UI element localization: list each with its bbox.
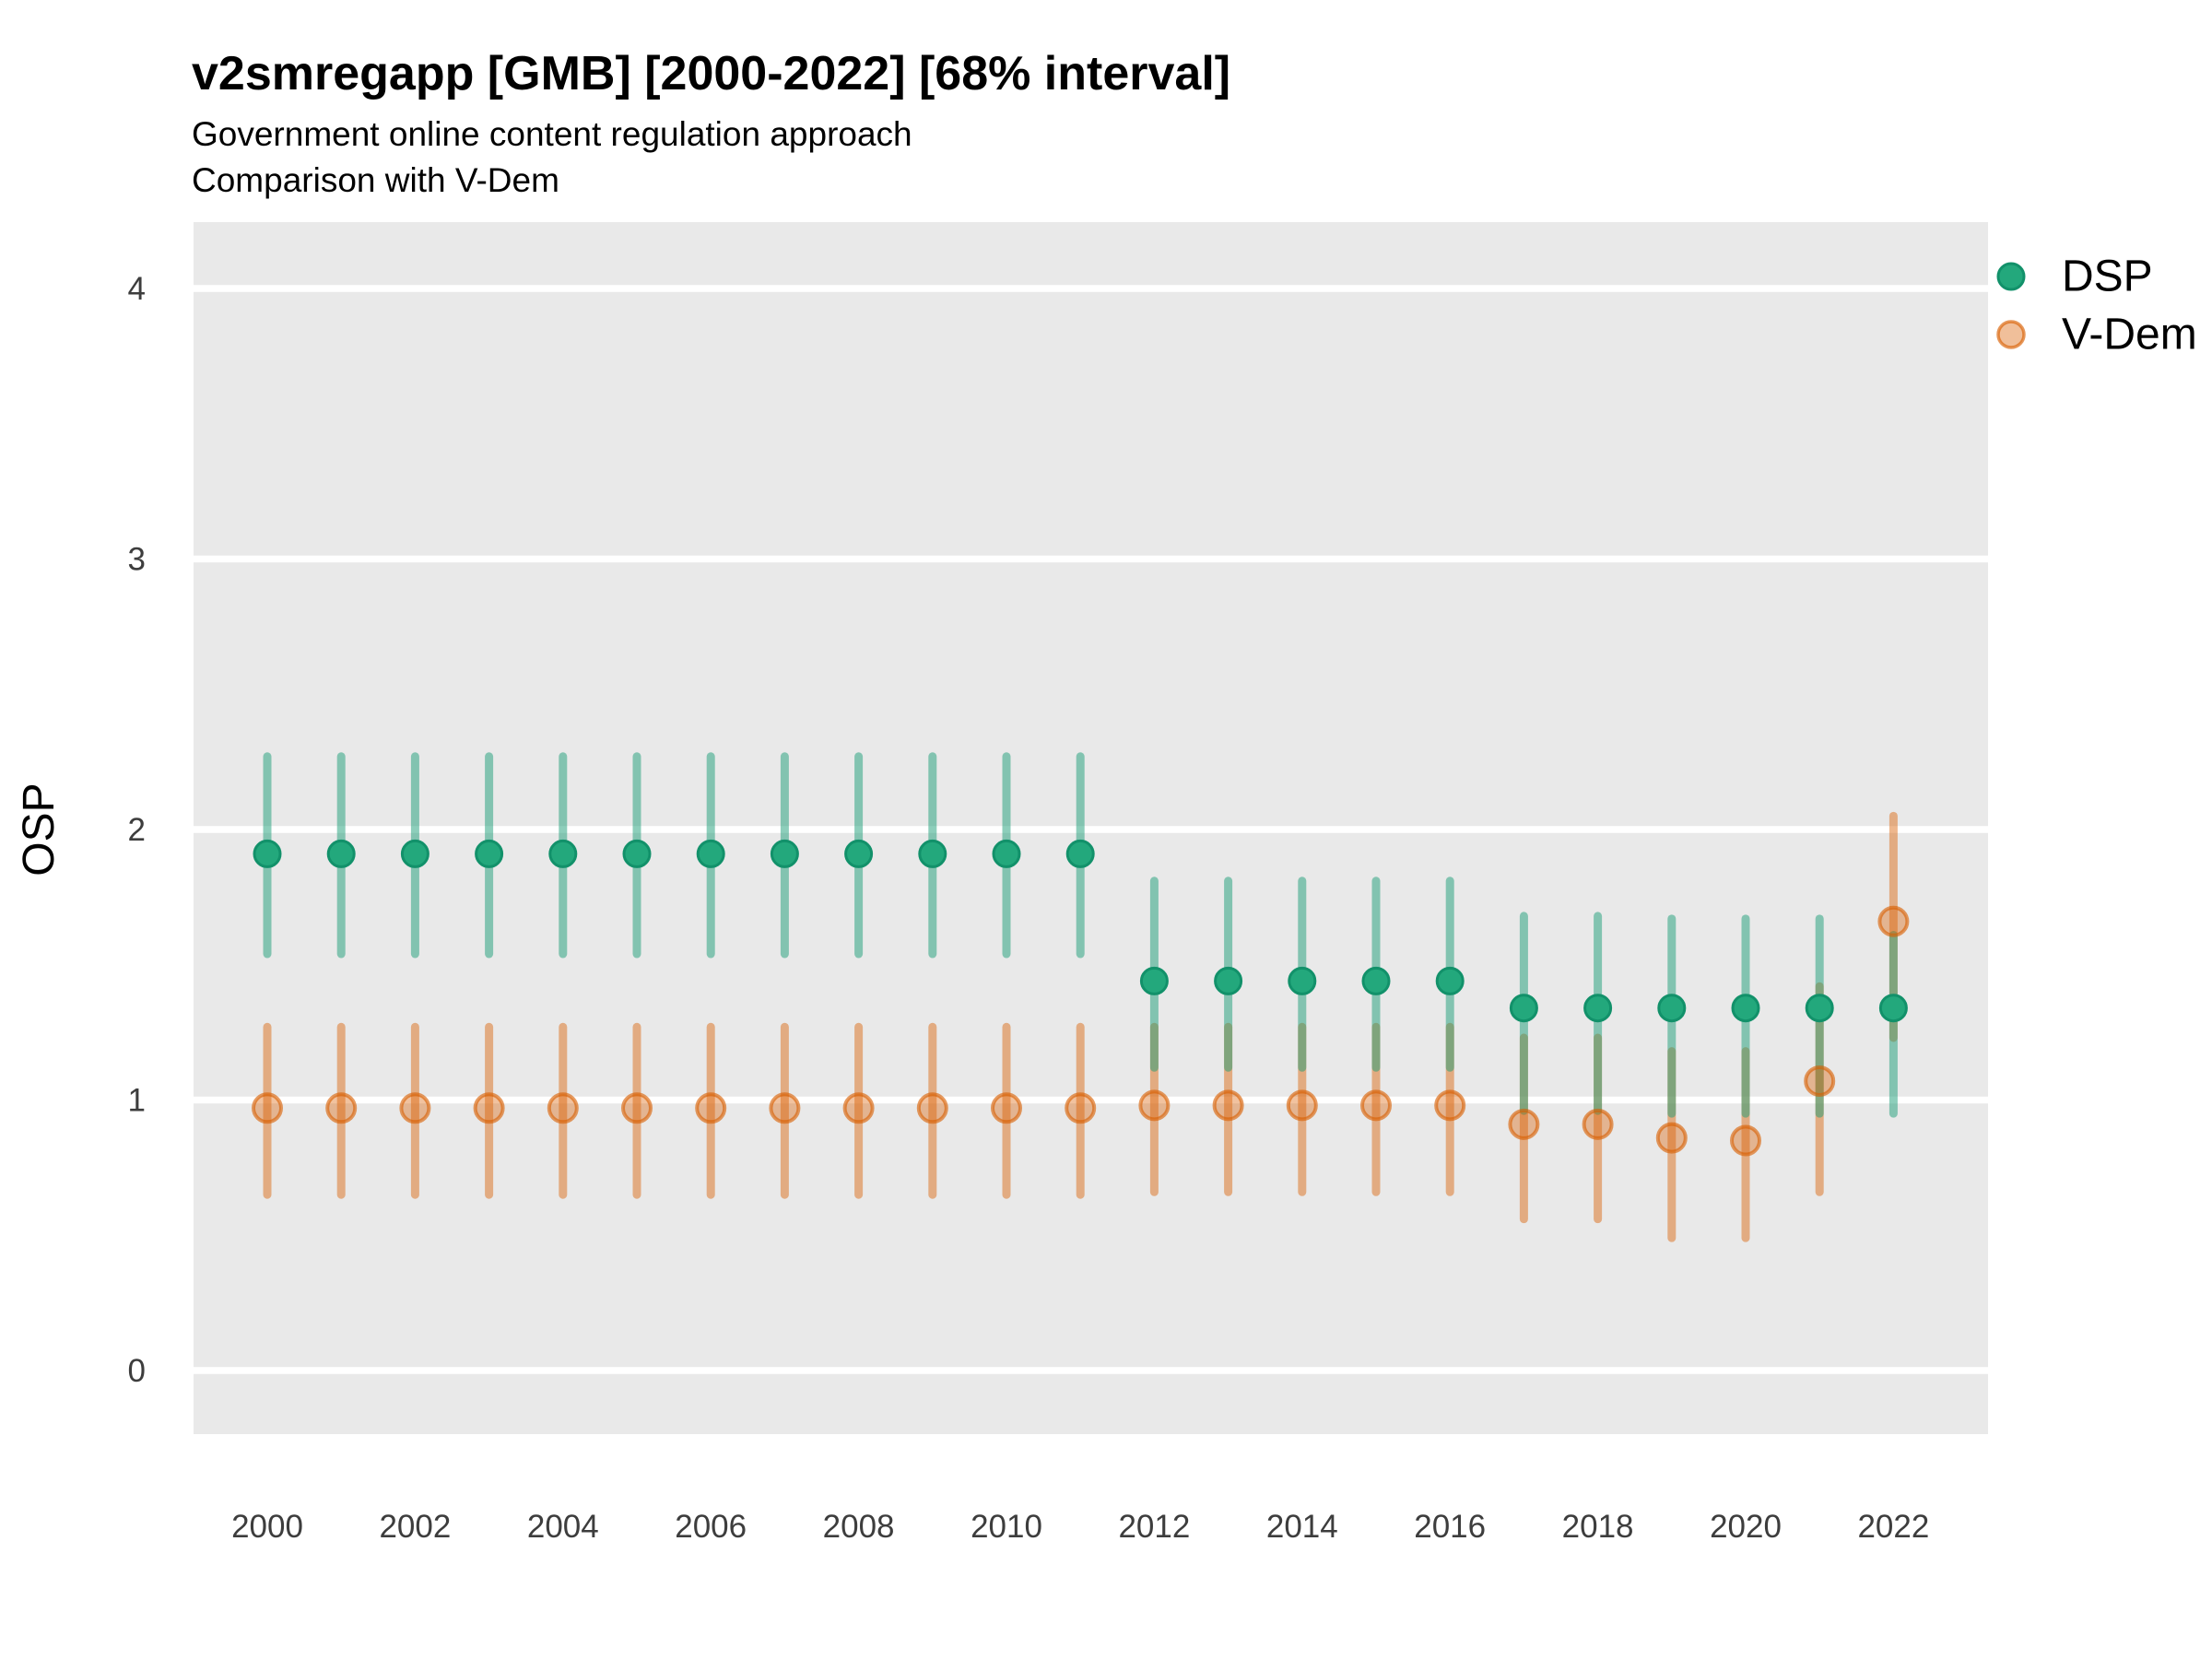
dsp-point-2010	[992, 839, 1021, 868]
vdem-point-2000	[252, 1092, 283, 1124]
chart-title: v2smregapp [GMB] [2000-2022] [68% interv…	[192, 47, 1230, 100]
dsp-point-2007	[770, 839, 799, 868]
vdem-point-2016	[1434, 1089, 1466, 1122]
dsp-point-2011	[1065, 839, 1095, 868]
vdem-point-2006	[695, 1092, 727, 1124]
chart-subtitle: Government online content regulation app…	[192, 115, 912, 153]
x-tick-label-2022: 2022	[1857, 1509, 1929, 1545]
vdem-point-2008	[842, 1092, 875, 1124]
x-tick-label-2004: 2004	[527, 1509, 599, 1545]
y-tick-label-1: 1	[128, 1083, 146, 1119]
vdem-point-2020	[1730, 1124, 1761, 1157]
vdem-point-2003	[473, 1092, 505, 1124]
legend-dsp-marker-icon	[1996, 262, 2026, 291]
vdem-point-2009	[916, 1092, 948, 1124]
legend-item-vdem: V-Dem	[1996, 311, 2197, 359]
vdem-point-2021	[1804, 1065, 1836, 1097]
x-tick-label-2018: 2018	[1562, 1509, 1634, 1545]
vdem-point-2001	[325, 1092, 358, 1124]
vdem-point-2013	[1212, 1089, 1244, 1122]
vdem-point-2017	[1508, 1108, 1540, 1140]
dsp-point-2013	[1214, 966, 1243, 995]
y-tick-label-0: 0	[128, 1353, 146, 1389]
vdem-point-2010	[991, 1092, 1022, 1124]
plot-area: 0 1 2 3 4 2000 2002 2004 2006 2008 2010 2012 2014 201…	[128, 222, 1988, 1545]
vdem-point-2004	[547, 1092, 579, 1124]
x-tick-label-2008: 2008	[823, 1509, 895, 1545]
legend-vdem-marker-icon	[1996, 320, 2026, 349]
dsp-point-2015	[1361, 966, 1391, 995]
legend-vdem-label: V-Dem	[2062, 311, 2197, 359]
y-tick-label-2: 2	[128, 812, 146, 848]
dsp-point-2018	[1583, 994, 1613, 1023]
dsp-point-2001	[326, 839, 356, 868]
vdem-point-2011	[1065, 1092, 1097, 1124]
y-tick-label-4: 4	[128, 271, 146, 307]
x-tick-label-2006: 2006	[675, 1509, 747, 1545]
dsp-point-2004	[548, 839, 578, 868]
dsp-point-2014	[1288, 966, 1317, 995]
dsp-point-2008	[844, 839, 874, 868]
vdem-point-2019	[1655, 1122, 1688, 1154]
dsp-point-2022	[1878, 994, 1908, 1023]
x-tick-label-2000: 2000	[231, 1509, 303, 1545]
y-axis-title: OSP	[15, 782, 64, 876]
dsp-point-2016	[1435, 966, 1465, 995]
vdem-point-2007	[769, 1092, 801, 1124]
dsp-point-2003	[475, 839, 504, 868]
x-tick-label-2012: 2012	[1118, 1509, 1190, 1545]
dsp-point-2009	[918, 839, 947, 868]
dsp-point-2006	[696, 839, 725, 868]
dsp-point-2020	[1731, 994, 1760, 1023]
dsp-point-2019	[1657, 994, 1687, 1023]
x-tick-label-2014: 2014	[1266, 1509, 1338, 1545]
dsp-point-2017	[1509, 994, 1538, 1023]
dsp-point-2012	[1139, 966, 1169, 995]
dsp-point-2021	[1805, 994, 1834, 1023]
chart-comparison-note: Comparison with V-Dem	[192, 161, 559, 199]
legend-item-dsp: DSP	[1996, 253, 2153, 301]
vdem-point-2014	[1286, 1089, 1318, 1122]
x-tick-label-2010: 2010	[971, 1509, 1042, 1545]
vdem-point-2022	[1877, 905, 1910, 937]
x-tick-label-2020: 2020	[1710, 1509, 1782, 1545]
vdem-point-2005	[621, 1092, 653, 1124]
dsp-point-2002	[400, 839, 429, 868]
vdem-point-2015	[1360, 1089, 1392, 1122]
dsp-point-2000	[253, 839, 282, 868]
vdem-point-2018	[1582, 1108, 1614, 1140]
vdem-point-2012	[1138, 1089, 1171, 1122]
vdem-point-2002	[399, 1092, 431, 1124]
y-tick-label-3: 3	[128, 542, 146, 578]
x-tick-label-2002: 2002	[379, 1509, 451, 1545]
x-tick-label-2016: 2016	[1414, 1509, 1486, 1545]
dsp-point-2005	[622, 839, 652, 868]
legend-dsp-label: DSP	[2062, 253, 2153, 301]
legend: DSP V-Dem	[1996, 253, 2197, 359]
